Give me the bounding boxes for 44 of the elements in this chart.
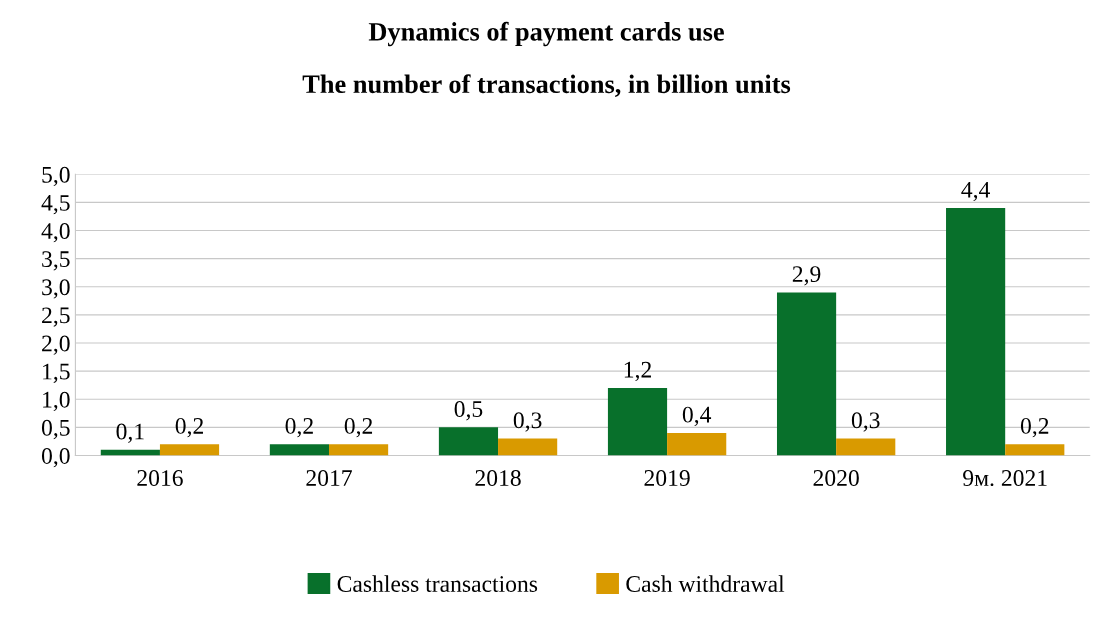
- y-tick-label: 0,0: [41, 447, 70, 468]
- y-tick-label: 3,5: [42, 251, 70, 271]
- bar: [269, 444, 329, 456]
- bar: [607, 387, 668, 456]
- bar: [946, 208, 1006, 456]
- data-label: 0,5: [454, 401, 483, 421]
- bar: [328, 444, 389, 456]
- y-tick-label: 4,5: [41, 195, 70, 215]
- legend-label: Cashless transactions: [337, 575, 538, 592]
- y-tick-label: 1,5: [43, 363, 70, 383]
- bar: [776, 292, 837, 456]
- legend-label: Cash withdrawal: [626, 575, 785, 592]
- data-label: 0,2: [285, 417, 313, 438]
- bar: [159, 444, 220, 456]
- y-tick-label: 1,0: [43, 391, 70, 412]
- data-label: 2,9: [792, 266, 821, 286]
- data-label: 0,2: [344, 417, 373, 438]
- x-tick-label: 2019: [644, 470, 690, 486]
- x-tick-label: 9м. 2021: [963, 470, 1047, 487]
- x-tick-label: 2020: [813, 470, 859, 486]
- chart-title: Dynamics of payment cards use: [368, 21, 724, 47]
- data-label: 0,3: [513, 412, 542, 432]
- y-tick-label: 3,0: [42, 279, 70, 299]
- data-label: 4,4: [961, 181, 990, 202]
- x-tick-label: 2016: [137, 470, 183, 486]
- bar: [667, 432, 727, 456]
- y-tick-label: 4,0: [41, 223, 70, 243]
- data-label: 0,3: [851, 412, 880, 432]
- data-label: 1,2: [624, 361, 651, 382]
- y-tick-label: 0,5: [41, 419, 70, 440]
- bar: [836, 438, 896, 456]
- bar: [1005, 444, 1065, 456]
- data-label: 0,4: [682, 406, 712, 427]
- data-label: 0,2: [175, 417, 203, 438]
- data-label: 0,2: [1020, 417, 1049, 438]
- y-tick-label: 2,0: [42, 335, 70, 355]
- y-tick-label: 2,5: [42, 307, 70, 327]
- x-tick-label: 2018: [475, 470, 521, 486]
- y-tick-label: 5,0: [42, 166, 70, 187]
- x-tick-label: 2017: [306, 470, 352, 486]
- bar: [438, 427, 499, 456]
- data-label: 0,1: [116, 423, 144, 443]
- bar: [498, 438, 558, 456]
- chart-subtitle: The number of transactions, in billion units: [302, 74, 791, 97]
